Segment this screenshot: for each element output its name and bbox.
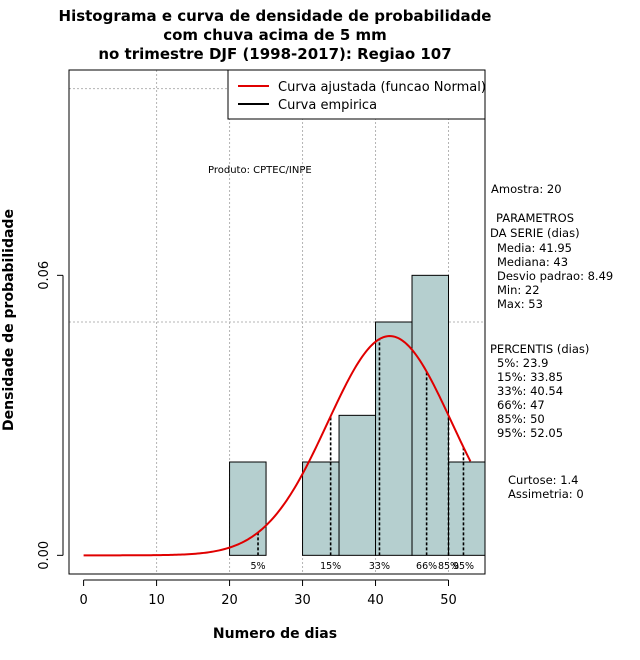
normal-curve-layer: [83, 335, 472, 557]
legend: Curva ajustada (funcao Normal) Curva emp…: [227, 69, 486, 120]
histogram-bar-4: [375, 321, 413, 556]
percentile-label-1: 15%: [320, 561, 341, 572]
percentile-label-2: 33%: [369, 561, 390, 572]
percentile-label-3: 66%: [416, 561, 437, 572]
param-min: Min: 22: [497, 283, 540, 297]
histogram-bar-2: [302, 461, 340, 556]
x-tick-label-1: 10: [148, 593, 165, 608]
product-annotation: Produto: CPTEC/INPE: [208, 165, 312, 176]
kurtosis: Curtose: 1.4: [508, 473, 578, 487]
percentiles-title: PERCENTIS (dias): [490, 342, 589, 356]
x-tick-label-5: 50: [440, 593, 457, 608]
title-line-3: no trimestre DJF (1998-2017): Regiao 107: [98, 45, 451, 63]
statistics-panel: Amostra: 20 PARAMETROS DA SERIE (dias) M…: [490, 182, 613, 501]
legend-label-normal: Curva ajustada (funcao Normal): [278, 80, 486, 95]
percentile-label-5: 95%: [453, 561, 474, 572]
param-mean: Media: 41.95: [497, 241, 572, 255]
normal-curve: [83, 335, 472, 557]
title-line-1: Histograma e curva de densidade de proba…: [59, 7, 492, 25]
x-axis-label: Numero de dias: [213, 626, 337, 642]
params-title-1: PARAMETROS: [496, 211, 574, 225]
y-axis-label: Densidade de probabilidade: [1, 209, 17, 431]
x-tick-label-2: 20: [221, 593, 238, 608]
axes: 0 10 20 30 40 50 0.00 0.06: [37, 261, 457, 608]
histogram-bar-3: [338, 414, 377, 556]
x-tick-label-3: 30: [294, 593, 311, 608]
legend-box: [227, 69, 486, 120]
sample-size: Amostra: 20: [491, 182, 562, 196]
y-tick-label-1: 0.06: [37, 261, 52, 290]
param-max: Max: 53: [497, 297, 543, 311]
percentile-85: 85%: 50: [497, 412, 545, 426]
percentile-33: 33%: 40.54: [497, 384, 563, 398]
y-tick-label-0: 0.00: [37, 541, 52, 570]
percentile-labels: 5% 15% 33% 66% 85%95%: [250, 561, 474, 572]
percentile-66: 66%: 47: [497, 398, 545, 412]
histogram-bar-6: [448, 461, 486, 556]
x-tick-label-4: 40: [367, 593, 384, 608]
histogram-bars: [229, 274, 486, 556]
params-title-2: DA SERIE (dias): [490, 226, 580, 240]
param-median: Mediana: 43: [497, 255, 568, 269]
param-sd: Desvio padrao: 8.49: [497, 269, 613, 283]
skewness: Assimetria: 0: [508, 487, 584, 501]
percentile-95: 95%: 52.05: [497, 426, 563, 440]
percentile-5: 5%: 23.9: [497, 356, 548, 370]
histogram-bar-5: [411, 274, 450, 556]
percentile-label-0: 5%: [250, 561, 265, 572]
percentile-lines: [257, 339, 465, 556]
x-tick-label-0: 0: [79, 593, 87, 608]
chart-title: Histograma e curva de densidade de proba…: [59, 7, 492, 63]
percentile-label-4: 85%: [438, 561, 459, 572]
percentile-15: 15%: 33.85: [497, 370, 563, 384]
title-line-2: com chuva acima de 5 mm: [163, 26, 387, 44]
legend-label-empirical: Curva empirica: [278, 98, 377, 113]
histogram-bar-0: [229, 461, 267, 556]
